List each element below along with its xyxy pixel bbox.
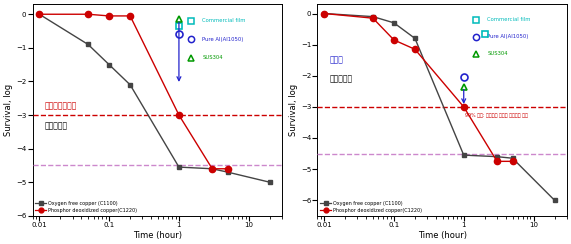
Text: SUS304: SUS304 <box>203 55 223 61</box>
Y-axis label: Survival, log: Survival, log <box>289 84 298 136</box>
Text: Pure Al(Al1050): Pure Al(Al1050) <box>203 37 244 42</box>
Legend: Oxygen free copper (C1100), Phosphor deoxidized copper(C1220): Oxygen free copper (C1100), Phosphor deo… <box>34 200 138 214</box>
Text: SUS304: SUS304 <box>487 51 508 56</box>
Text: Commercial film: Commercial film <box>203 19 246 23</box>
X-axis label: Time (hour): Time (hour) <box>133 231 182 240</box>
Text: 대장균: 대장균 <box>329 56 344 65</box>
Text: Commercial film: Commercial film <box>487 17 531 22</box>
Legend: Oxygen free copper (C1100), Phosphor deoxidized copper(C1220): Oxygen free copper (C1100), Phosphor deo… <box>319 200 423 214</box>
X-axis label: Time (hour): Time (hour) <box>417 231 467 240</box>
Text: 99% 살균: 살균성이 있다고 판단되는 기준: 99% 살균: 살균성이 있다고 판단되는 기준 <box>465 113 528 118</box>
Y-axis label: Survival, log: Survival, log <box>4 84 13 136</box>
Text: Pure Al(Al1050): Pure Al(Al1050) <box>487 34 529 39</box>
Text: 그람양성균: 그람양성균 <box>45 121 68 130</box>
Text: 그람음성균: 그람음성균 <box>329 74 353 83</box>
Text: 황색포도상구균: 황색포도상구균 <box>45 101 77 110</box>
